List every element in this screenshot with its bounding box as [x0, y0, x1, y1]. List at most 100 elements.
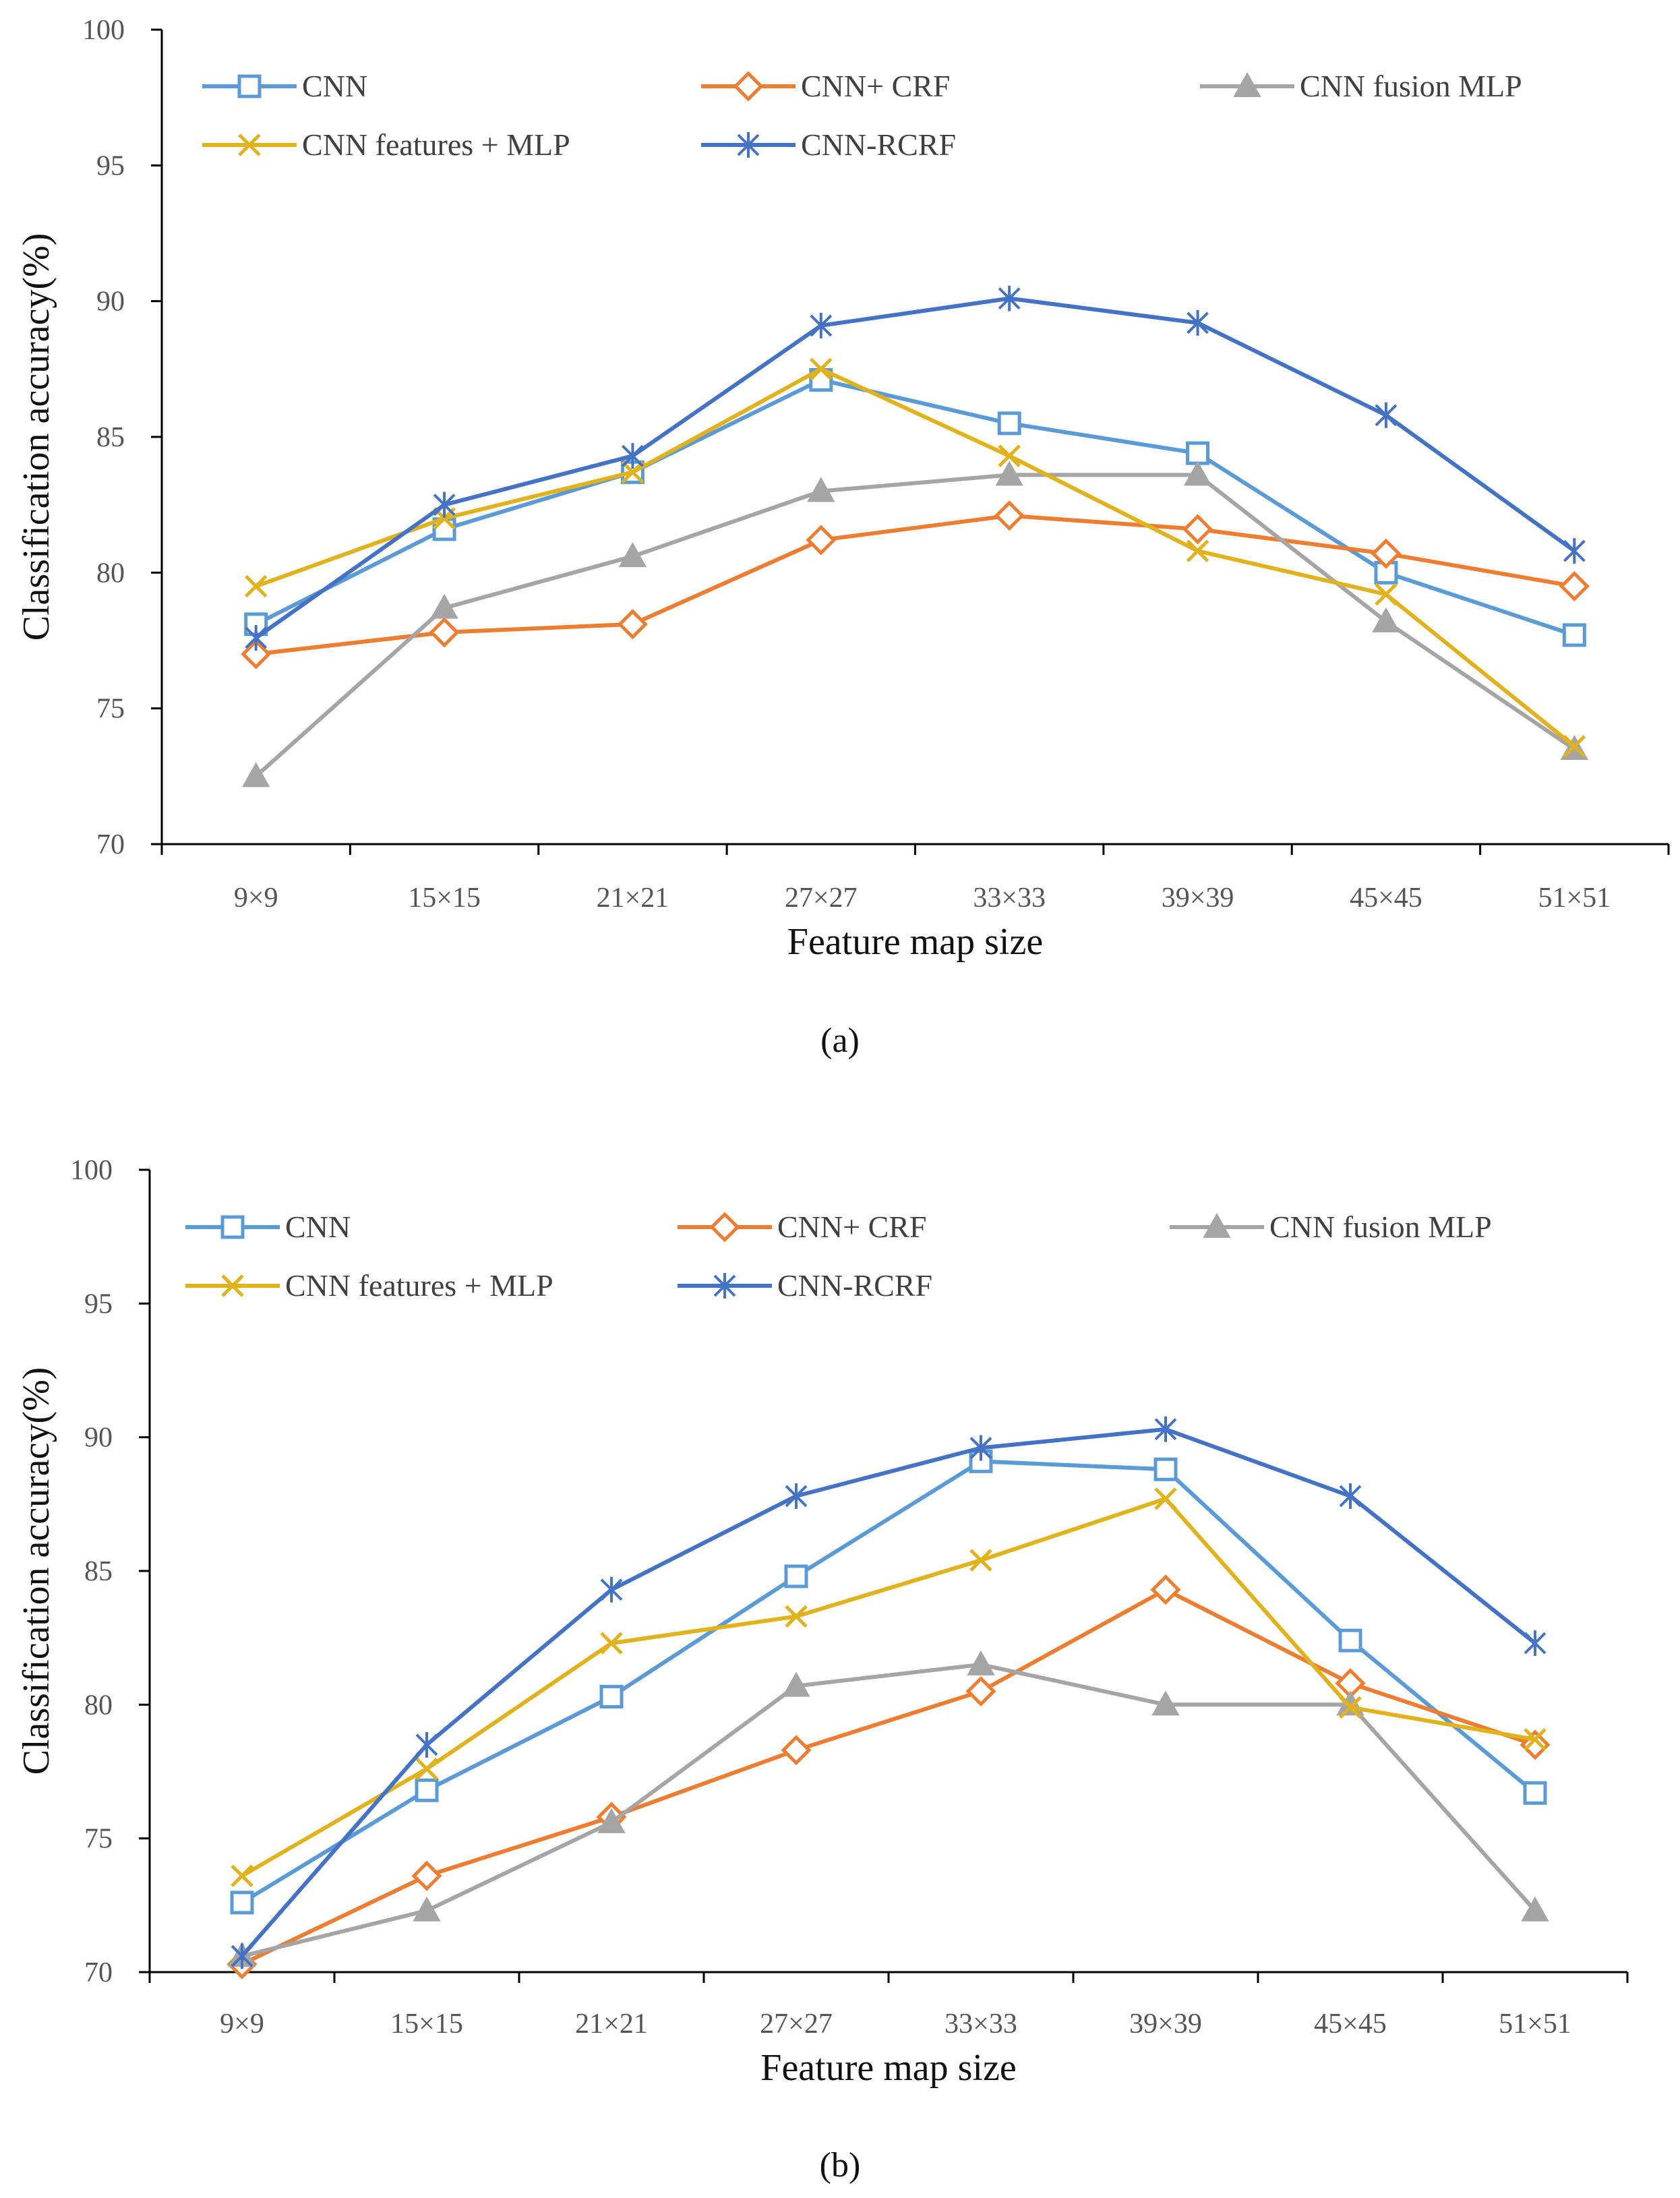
chart-a-point-cnn-features-mlp-3 — [810, 357, 833, 381]
chart-a-legend-marker-cnn-crf — [733, 71, 764, 102]
chart-a-xtick-label: 27×27 — [785, 883, 858, 914]
chart-b-point-cnn-fusion-mlp-4 — [967, 1650, 995, 1675]
chart-b-ytick-label: 80 — [84, 1690, 113, 1721]
chart-b-series-cnn-rcrf — [231, 1416, 1547, 1969]
chart-a-line-cnn-fusion-mlp — [254, 473, 1576, 778]
chart-b-point-cnn-rcrf-0 — [231, 1943, 253, 1969]
chart-a-point-cnn-features-mlp-5 — [1186, 539, 1209, 562]
chart-a-point-cnn-fusion-mlp-1 — [430, 593, 458, 619]
chart-a-series-cnn-rcrf — [245, 285, 1586, 651]
chart-b-series-cnn-features-mlp — [231, 1487, 1547, 1887]
chart-a-point-cnn-fusion-mlp-3 — [807, 477, 835, 502]
chart-a-point-cnn-fusion-mlp-4 — [995, 461, 1023, 486]
chart-a-legend-marker-cnn — [237, 74, 262, 98]
chart-b-line-cnn-features-mlp — [241, 1496, 1536, 1878]
chart-b-point-cnn-features-mlp-4 — [969, 1549, 992, 1572]
chart-b-legend-item-cnn-rcrf: CNN-RCRF — [678, 1268, 932, 1303]
chart-b-point-cnn-features-mlp-5 — [1154, 1487, 1177, 1510]
chart-a-point-cnn-rcrf-0 — [245, 624, 268, 651]
chart-b-point-cnn-rcrf-3 — [785, 1483, 808, 1509]
chart-a-legend-label-cnn-features-mlp: CNN features + MLP — [302, 127, 570, 162]
chart-a-xtick-label: 39×39 — [1162, 883, 1234, 914]
chart-a-point-cnn-fusion-mlp-0 — [241, 762, 270, 788]
chart-a-ytick-label: 80 — [96, 558, 125, 589]
chart-b-xtick-label: 27×27 — [760, 2009, 833, 2040]
chart-a: 70 75 80 85 90 95 100 9×9 15×15 21×21 27×27 33×33 39… — [16, 15, 1670, 1060]
chart-b-point-cnn-6 — [1338, 1628, 1362, 1653]
chart-b-point-cnn-features-mlp-0 — [231, 1864, 253, 1887]
chart-a-line-cnn-rcrf — [254, 296, 1576, 640]
chart-b-point-cnn-5 — [1153, 1457, 1178, 1481]
chart-b-legend-item-cnn-features-mlp: CNN features + MLP — [185, 1268, 553, 1303]
chart-b-point-cnn-crf-1 — [411, 1860, 442, 1891]
chart-b-legend-marker-cnn-features-mlp — [221, 1274, 244, 1297]
chart-b-y-axis-title: Classification accuracy(%) — [16, 1367, 57, 1775]
chart-b-legend-marker-cnn — [220, 1215, 245, 1239]
chart-b-ytick-label: 90 — [84, 1423, 113, 1454]
chart-a-point-cnn-rcrf-6 — [1375, 402, 1398, 428]
chart-b-xtick-label: 39×39 — [1129, 2009, 1202, 2040]
chart-b-point-cnn-7 — [1523, 1781, 1547, 1805]
chart-a-series-cnn-features-mlp — [244, 357, 1586, 758]
chart-a-legend-item-cnn-rcrf: CNN-RCRF — [701, 127, 956, 162]
chart-b-axes: 70 75 80 85 90 95 100 9×9 15×15 21×21 27×27 33×33 39… — [70, 1155, 1629, 2040]
chart-a-point-cnn-fusion-mlp-5 — [1183, 461, 1212, 486]
chart-a-point-cnn-crf-2 — [617, 609, 648, 640]
chart-a-legend-label-cnn-fusion-mlp: CNN fusion MLP — [1300, 69, 1522, 103]
chart-b-xtick-label: 9×9 — [220, 2009, 264, 2040]
chart-b-legend-marker-cnn-fusion-mlp — [1203, 1212, 1231, 1238]
chart-b-ytick-label: 75 — [84, 1824, 113, 1855]
chart-a-point-cnn-rcrf-2 — [622, 443, 644, 469]
chart-a-legend: CNN CNN+ CRF CNN fusion MLP CNN features + … — [202, 69, 1522, 162]
chart-a-legend-item-cnn-crf: CNN+ CRF — [701, 69, 951, 103]
chart-a-point-cnn-crf-4 — [994, 500, 1025, 531]
chart-a-point-cnn-5 — [1186, 441, 1210, 465]
chart-b-point-cnn-features-mlp-6 — [1339, 1696, 1362, 1719]
chart-a-legend-item-cnn: CNN — [202, 69, 367, 103]
chart-b-legend-label-cnn-fusion-mlp: CNN fusion MLP — [1269, 1210, 1492, 1244]
chart-a-legend-item-cnn-features-mlp: CNN features + MLP — [202, 127, 570, 162]
chart-a-point-cnn-features-mlp-6 — [1375, 583, 1398, 606]
chart-b-line-cnn — [241, 1459, 1536, 1905]
chart-a-legend-item-cnn-fusion-mlp: CNN fusion MLP — [1200, 69, 1522, 103]
chart-b-point-cnn-features-mlp-7 — [1524, 1728, 1547, 1751]
chart-a-axes: 70 75 80 85 90 95 100 9×9 15×15 21×21 27×27 33×33 39… — [82, 15, 1670, 914]
chart-b-xtick-label: 15×15 — [390, 2009, 463, 2040]
chart-a-legend-marker-cnn-rcrf — [737, 132, 760, 158]
chart-b-ytick-label: 100 — [70, 1155, 113, 1186]
chart-b-point-cnn-rcrf-7 — [1524, 1630, 1547, 1657]
chart-b-xtick-label: 45×45 — [1314, 2009, 1387, 2040]
chart-b-line-cnn-fusion-mlp — [241, 1662, 1537, 1959]
chart-a-legend-label-cnn-crf: CNN+ CRF — [801, 69, 951, 103]
chart-b-legend-item-cnn: CNN — [185, 1210, 351, 1244]
chart-a-point-cnn-rcrf-5 — [1187, 309, 1209, 336]
chart-a-point-cnn-crf-1 — [429, 617, 460, 648]
chart-b-point-cnn-fusion-mlp-1 — [413, 1896, 441, 1922]
chart-b-legend-item-cnn-crf: CNN+ CRF — [678, 1210, 927, 1244]
chart-b-point-cnn-1 — [415, 1778, 439, 1802]
chart-b-point-cnn-rcrf-2 — [600, 1576, 623, 1603]
chart-b-point-cnn-crf-7 — [1520, 1729, 1551, 1760]
chart-b-xtick-label: 21×21 — [575, 2009, 648, 2040]
chart-b-point-cnn-rcrf-4 — [969, 1435, 992, 1461]
chart-a-series-cnn-crf — [241, 500, 1590, 670]
chart-a-xtick-label: 45×45 — [1350, 883, 1422, 914]
chart-b-point-cnn-crf-5 — [1150, 1574, 1181, 1605]
chart-b-caption: (b) — [820, 2146, 861, 2185]
chart-a-y-axis-title: Classification accuracy(%) — [16, 233, 57, 641]
chart-a-point-cnn-7 — [1562, 623, 1586, 647]
chart-b-point-cnn-rcrf-6 — [1339, 1483, 1362, 1509]
chart-a-xtick-label: 9×9 — [234, 883, 278, 914]
chart-b-point-cnn-fusion-mlp-3 — [782, 1671, 810, 1697]
chart-b-legend-item-cnn-fusion-mlp: CNN fusion MLP — [1170, 1210, 1492, 1244]
chart-a-xtick-label: 33×33 — [973, 883, 1046, 914]
chart-b-ytick-label: 85 — [84, 1556, 113, 1587]
chart-b-point-cnn-features-mlp-3 — [785, 1605, 808, 1628]
chart-a-ytick-label: 95 — [96, 150, 125, 181]
chart-a-point-cnn-fusion-mlp-2 — [618, 542, 647, 568]
chart-a-xtick-label: 21×21 — [597, 883, 669, 914]
chart-b-point-cnn-2 — [599, 1684, 624, 1709]
chart-a-legend-marker-cnn-fusion-mlp — [1233, 71, 1261, 97]
chart-b-xtick-label: 51×51 — [1499, 2009, 1571, 2040]
